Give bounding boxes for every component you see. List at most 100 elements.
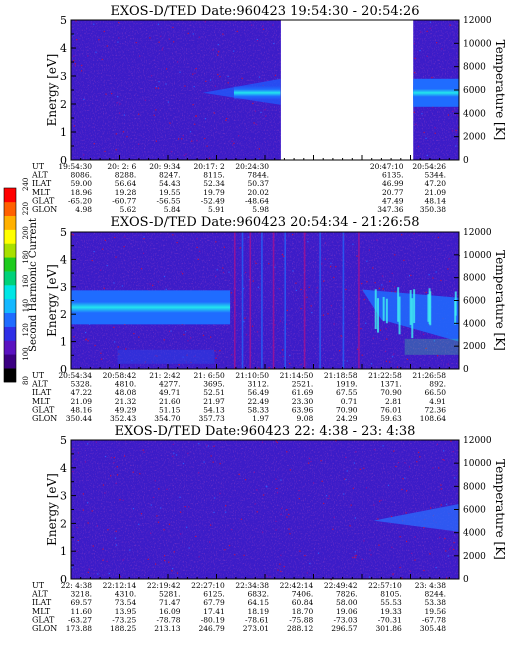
cell-ilat: 56.49 [248,388,270,397]
cell-ilat: 53.38 [425,598,447,607]
cell-ilat: 61.69 [292,388,314,397]
emission-band-right [373,503,459,532]
cell-mlt: 22.49 [248,397,270,406]
colorbar-tick-label: 220 [22,202,30,215]
cell-ilat: 46.99 [382,179,404,188]
row-label-ut: UT [32,581,45,590]
colorbar-tick-label: 200 [22,226,30,239]
energy-tick-label: 5 [60,434,67,447]
cell-ut: 22:12:14 [103,581,137,590]
energy-tick-label: 1 [60,545,67,558]
temperature-tick-label: 4000 [463,109,486,119]
energy-tick-label: 2 [60,517,67,530]
cell-glon: 347.36 [377,205,403,214]
cell-ilat: 66.50 [425,388,447,397]
cell-glon: 354.70 [154,414,180,423]
row-label-alt: ALT [31,171,48,180]
temperature-tick-label: 12000 [463,228,492,238]
cell-mlt: 18.96 [71,188,93,197]
row-label-alt: ALT [31,380,48,389]
colorbar-segment [4,257,16,272]
cell-alt: 1371. [380,380,401,389]
cell-alt: 5344. [425,171,446,180]
energy-tick-label: 4 [60,42,67,55]
temperature-tick-label: 12000 [463,436,492,446]
cell-alt: 6135. [382,171,403,180]
cell-glon: 5.91 [208,205,225,214]
cell-ilat: 67.55 [336,388,358,397]
cell-glat: 51.15 [159,405,181,414]
cell-glon: 296.57 [331,624,357,633]
cell-glon: 305.48 [420,624,446,633]
temperature-tick-label: 10000 [463,39,492,49]
cell-alt: 4310. [115,590,136,599]
energy-tick-label: 3 [60,281,67,294]
spectrogram-noise [71,440,459,579]
cell-ut: 21:14:50 [280,371,314,380]
cell-ilat: 50.37 [248,179,270,188]
row-label-mlt: MLT [32,607,51,616]
cell-mlt: 2.81 [385,397,402,406]
cell-ut: 20: 9:34 [149,162,181,171]
cell-ilat: 59.00 [71,179,93,188]
energy-tick-label: 1 [60,336,67,349]
energy-axis: 0 1 2 3 4 5 Energy [eV] [45,226,76,376]
cell-alt: 7406. [292,590,313,599]
temperature-axis: 0 2000 4000 6000 8000 10000 12000 Temperature [… [454,228,505,375]
panel-1: EXOS-D/TED Date:960423 19:54:30 - 20:54:… [31,4,505,214]
energy-axis-label: Energy [eV] [45,473,59,546]
data-gap [280,20,414,160]
cell-ut: 22:19:42 [147,581,181,590]
cell-ilat: 55.53 [380,598,402,607]
cell-mlt: 18.19 [248,607,270,616]
cell-mlt: 20.02 [248,188,270,197]
row-label-glat: GLAT [32,196,55,205]
colorbar: 80 100 120 140 160 180 200 220 240 Second Harmoni… [3,178,39,385]
temperature-axis-label: Temperature [K] [493,250,505,351]
temperature-tick-label: 6000 [463,506,486,516]
energy-tick-label: 4 [60,462,67,475]
cell-glat: -56.55 [156,196,180,205]
cell-alt: 7844. [248,171,269,180]
cell-alt: 8247. [159,171,180,180]
cell-mlt: 11.60 [71,607,93,616]
cell-mlt: 21.97 [203,397,225,406]
cell-glat: -70.31 [378,615,402,624]
temperature-tick-label: 4000 [463,529,486,539]
cell-ilat: 69.57 [71,598,93,607]
cell-mlt: 18.70 [292,607,314,616]
cell-ilat: 54.43 [159,179,181,188]
cell-ilat: 71.47 [159,598,181,607]
cell-glon: 5.62 [120,205,137,214]
emission-band [71,290,231,364]
energy-tick-label: 5 [60,14,67,27]
energy-tick-label: 0 [60,154,67,167]
cell-mlt: 19.55 [159,188,181,197]
cell-glat: -48.64 [245,196,269,205]
cell-glon: 108.64 [420,414,446,423]
row-label-glat: GLAT [32,615,55,624]
cell-glat: 76.01 [380,405,401,414]
row-label-ilat: ILAT [32,598,52,607]
colorbar-segment [4,215,16,230]
colorbar-segment [4,312,16,327]
colorbar-tick-label: 180 [22,250,30,263]
cell-mlt: 17.41 [203,607,224,616]
energy-tick-label: 4 [60,253,67,266]
cell-glon: 4.98 [75,205,92,214]
energy-tick-label: 1 [60,126,67,139]
cell-glon: 288.12 [287,624,313,633]
cell-alt: 3112. [248,380,269,389]
energy-tick-label: 0 [60,363,67,376]
temperature-tick-label: 0 [463,575,469,585]
cell-mlt: 21.32 [115,397,137,406]
temperature-tick-label: 6000 [463,86,486,96]
row-label-mlt: MLT [32,397,51,406]
row-label-alt: ALT [31,590,48,599]
temperature-tick-label: 2000 [463,552,486,562]
emission-band [202,78,281,105]
temperature-tick-label: 2000 [463,342,486,352]
cell-ilat: 56.64 [115,179,137,188]
temperature-tick-label: 8000 [463,63,486,73]
colorbar-segment [4,271,16,286]
